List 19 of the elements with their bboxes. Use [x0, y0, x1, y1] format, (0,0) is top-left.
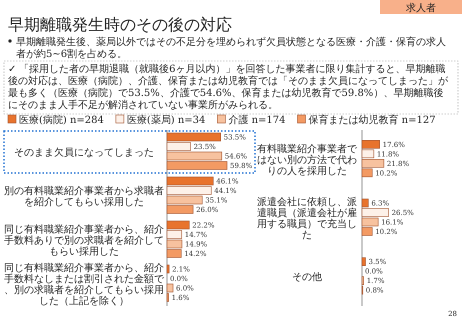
y-tick-label: 同じ有料職業紹介事業者から、紹介手数料ありで別の求職者を紹介してもらい採用した [4, 224, 164, 258]
chart-title: 早期離職発生時のその後の対応 [8, 15, 232, 34]
bar [166, 264, 170, 274]
y-tick-label: 有料職業紹介事業者ではない別の方法で代わりの人を採用した [257, 142, 358, 177]
y-tick-label: そのまま欠員になってしまった [14, 146, 154, 158]
y-tick-label: 同じ有料職業紹介事業者から、紹介手数料なしまたは割引された金額で、別の求職者を紹介してもらい採用した（上記を除く） [4, 262, 165, 307]
y-tick-label: その他 [292, 271, 322, 284]
legend-label: 医療(薬局) n=34 [126, 114, 206, 126]
legend-item: 保育または幼児教育 n=127 [297, 114, 436, 126]
y-tick-label: 別の有料職業紹介事業者から求職者を紹介してもらい採用した [4, 185, 164, 208]
legend-item: 医療(薬局) n=34 [116, 114, 206, 126]
text: 求人者 [406, 2, 436, 14]
bar [362, 257, 366, 266]
legend-label: 医療(病院) n=284 [19, 114, 104, 126]
legend-label: 介護 n=174 [228, 114, 286, 126]
y-tick-label: 派遣会社に依頼し、派遣職員（派遣会社が雇用する職員）で充当した [257, 196, 357, 241]
legend-item: 医療(病院) n=284 [8, 114, 104, 126]
legend-item: 介護 n=174 [217, 114, 286, 126]
chart-subtitle: 早期離職発生後、薬局以外ではその不足分を埋められず欠員状態となる医療・介護・保育の求人者が約5~6割を占める。 [16, 36, 446, 60]
